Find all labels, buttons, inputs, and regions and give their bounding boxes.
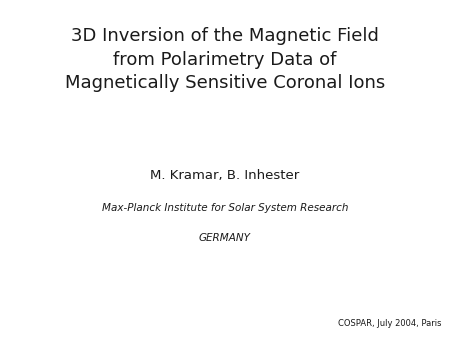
Text: COSPAR, July 2004, Paris: COSPAR, July 2004, Paris <box>338 319 441 328</box>
Text: M. Kramar, B. Inhester: M. Kramar, B. Inhester <box>150 169 300 182</box>
Text: Max-Planck Institute for Solar System Research: Max-Planck Institute for Solar System Re… <box>102 203 348 213</box>
Text: 3D Inversion of the Magnetic Field
from Polarimetry Data of
Magnetically Sensiti: 3D Inversion of the Magnetic Field from … <box>65 27 385 92</box>
Text: GERMANY: GERMANY <box>199 233 251 243</box>
